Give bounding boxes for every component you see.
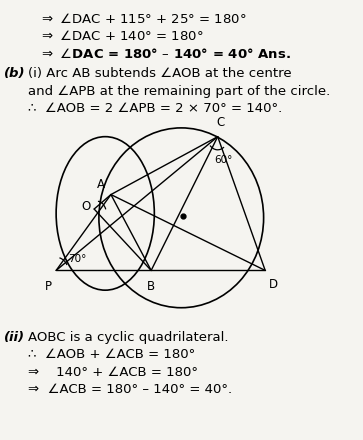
- Text: (i) Arc AB subtends ∠AOB at the centre: (i) Arc AB subtends ∠AOB at the centre: [28, 67, 291, 81]
- Text: (ii): (ii): [4, 330, 25, 344]
- Text: $\Rightarrow$ $\angle$DAC + 140° = 180°: $\Rightarrow$ $\angle$DAC + 140° = 180°: [39, 29, 203, 43]
- Text: ∴  ∠AOB + ∠ACB = 180°: ∴ ∠AOB + ∠ACB = 180°: [28, 348, 195, 361]
- Text: A: A: [97, 178, 105, 191]
- Text: D: D: [269, 279, 278, 291]
- Text: and ∠APB at the remaining part of the circle.: and ∠APB at the remaining part of the ci…: [28, 85, 330, 98]
- Text: 60°: 60°: [215, 155, 233, 165]
- Text: ∴  ∠AOB = 2 ∠APB = 2 × 70° = 140°.: ∴ ∠AOB = 2 ∠APB = 2 × 70° = 140°.: [28, 103, 282, 115]
- Text: B: B: [147, 280, 155, 293]
- Text: 70°: 70°: [68, 254, 86, 264]
- Text: $\Rightarrow$ $\angle$DAC = 180° – 140° = 40° Ans.: $\Rightarrow$ $\angle$DAC = 180° – 140° …: [39, 47, 290, 61]
- Text: (b): (b): [4, 67, 25, 81]
- Text: C: C: [217, 116, 225, 129]
- Text: $\Rightarrow$ $\angle$DAC + 115° + 25° = 180°: $\Rightarrow$ $\angle$DAC + 115° + 25° =…: [39, 11, 246, 26]
- Text: O: O: [81, 200, 90, 213]
- Text: ⇒    140° + ∠ACB = 180°: ⇒ 140° + ∠ACB = 180°: [28, 366, 197, 378]
- Text: ⇒  ∠ACB = 180° – 140° = 40°.: ⇒ ∠ACB = 180° – 140° = 40°.: [28, 383, 232, 396]
- Text: P: P: [45, 280, 52, 293]
- Text: AOBC is a cyclic quadrilateral.: AOBC is a cyclic quadrilateral.: [28, 330, 228, 344]
